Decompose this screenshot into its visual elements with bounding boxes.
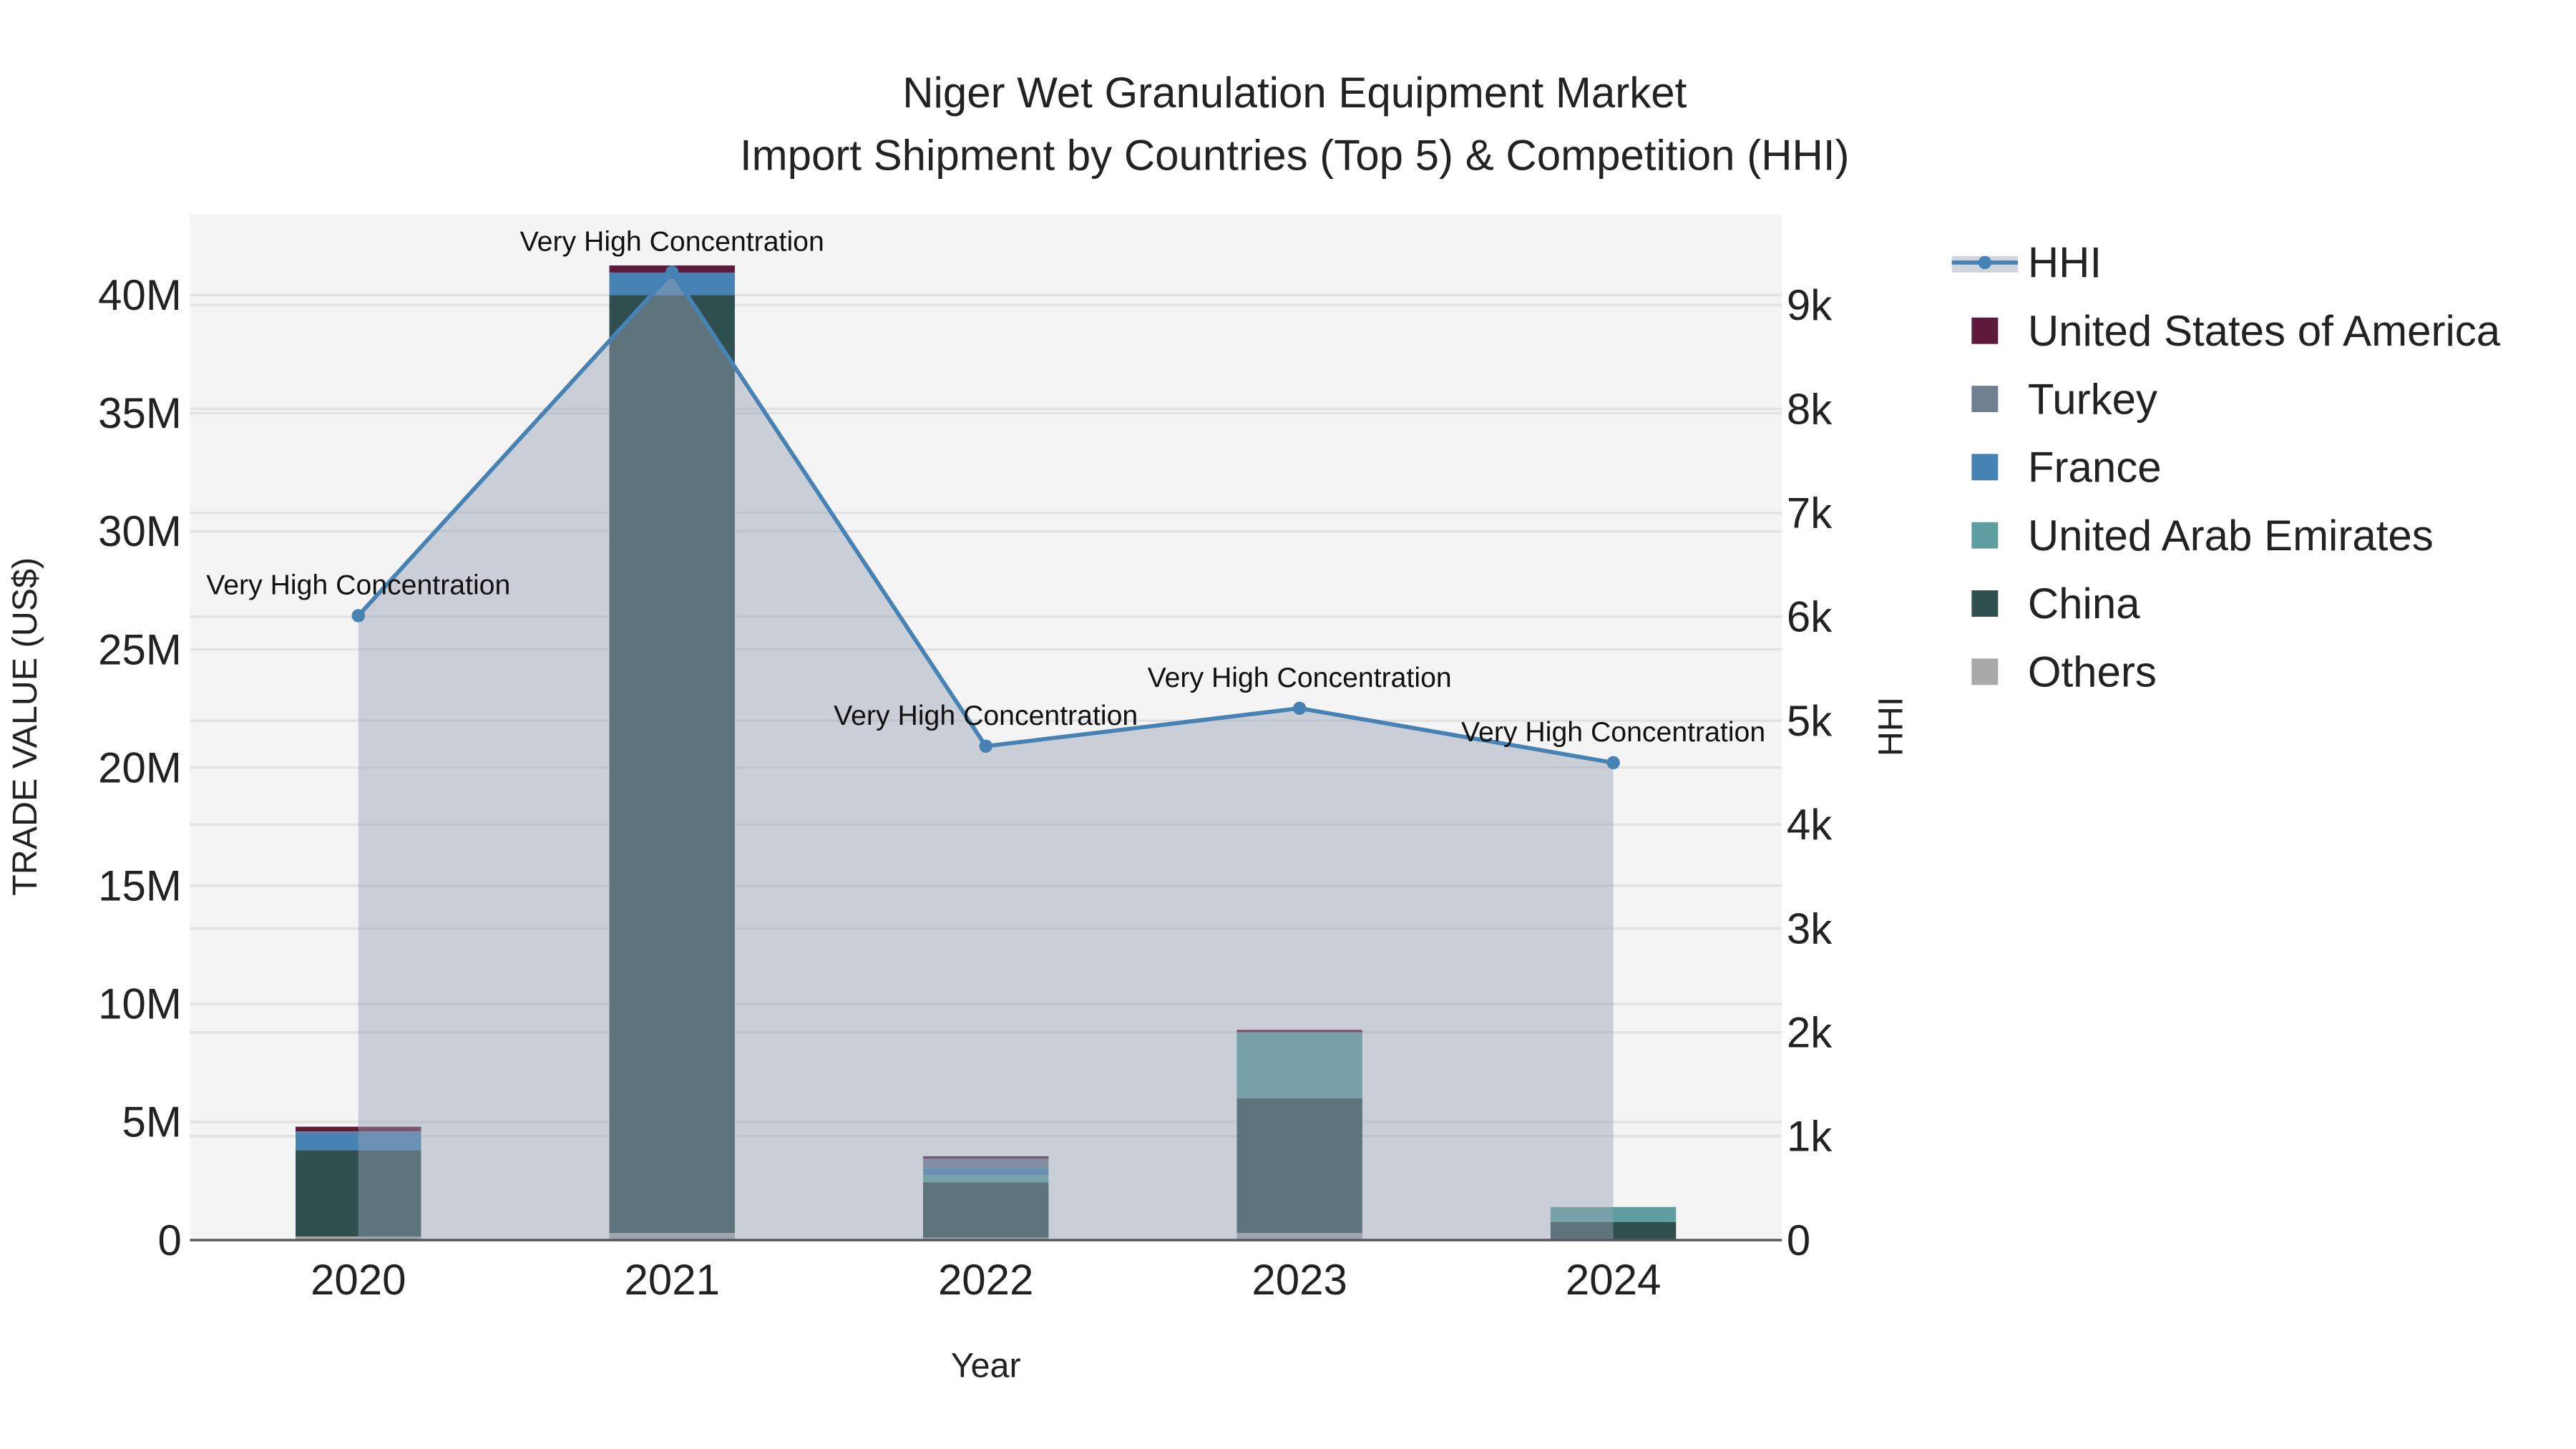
chart-subtitle: Import Shipment by Countries (Top 5) & C… xyxy=(740,132,1850,180)
y-tick-label: 40M xyxy=(98,271,182,319)
bar-united-states-of-america-2020 xyxy=(296,1126,421,1132)
hhi-point-2021 xyxy=(665,265,679,279)
bar-china-2020 xyxy=(296,1150,421,1237)
bar-france-2020 xyxy=(296,1132,421,1151)
hhi-area xyxy=(358,272,1614,1241)
legend-swatch-united-states-of-america xyxy=(1971,317,1999,344)
hhi-point-2023 xyxy=(1292,701,1307,716)
chart-title: Niger Wet Granulation Equipment Market xyxy=(902,69,1687,117)
bar-others-2021 xyxy=(609,1233,735,1241)
y2-tick-label: 7k xyxy=(1787,489,1833,537)
x-tick-label: 2022 xyxy=(938,1256,1033,1304)
y-tick-label: 15M xyxy=(98,862,182,910)
y2-tick-label: 3k xyxy=(1787,904,1833,952)
legend: HHI United States of America Turkey France U… xyxy=(1951,239,2501,696)
legend-label: Turkey xyxy=(2028,375,2157,423)
y-tick-label: 20M xyxy=(98,743,182,791)
legend-label: United States of America xyxy=(2028,307,2501,355)
hhi-annotation: Very High Concentration xyxy=(834,700,1138,731)
legend-swatch-france xyxy=(1971,454,1999,481)
y2-tick-label: 1k xyxy=(1787,1113,1833,1161)
y-tick-label: 10M xyxy=(98,980,182,1028)
bar-others-2020 xyxy=(296,1236,421,1241)
bar-united-states-of-america-2023 xyxy=(1236,1030,1362,1033)
hhi-annotation: Very High Concentration xyxy=(520,225,824,257)
legend-label: China xyxy=(2028,580,2140,628)
bar-france-2022 xyxy=(923,1168,1049,1176)
legend-hhi-marker-icon xyxy=(1978,255,1992,270)
bar-china-2021 xyxy=(609,295,735,1234)
bar-china-2023 xyxy=(1236,1098,1362,1234)
y2-tick-label: 0 xyxy=(1787,1216,1810,1264)
y-tick-label: 0 xyxy=(157,1216,181,1264)
y-tick-label: 35M xyxy=(98,389,182,437)
y2-tick-label: 4k xyxy=(1787,801,1833,849)
bar-china-2024 xyxy=(1550,1221,1677,1239)
y2-tick-label: 6k xyxy=(1787,593,1833,641)
hhi-annotation: Very High Concentration xyxy=(206,569,510,600)
y-tick-label: 30M xyxy=(98,507,182,555)
x-axis-label: Year xyxy=(951,1347,1021,1385)
bar-united-states-of-america-2022 xyxy=(923,1156,1049,1159)
y2-tick-label: 9k xyxy=(1787,281,1833,329)
hhi-point-2020 xyxy=(351,609,365,623)
hhi-point-2024 xyxy=(1606,756,1620,770)
legend-swatch-others xyxy=(1971,658,1999,686)
bar-united-arab-emirates-2024 xyxy=(1550,1206,1677,1222)
y2-tick-label: 8k xyxy=(1787,385,1833,433)
legend-label: United Arab Emirates xyxy=(2028,512,2434,560)
hhi-annotation: Very High Concentration xyxy=(1461,716,1765,748)
legend-swatch-china xyxy=(1971,590,1999,617)
legend-swatch-turkey xyxy=(1971,386,1999,412)
plot-area xyxy=(190,215,1782,1241)
y-axis-label: TRADE VALUE (US$) xyxy=(6,557,44,896)
y2-axis-label: HHI xyxy=(1871,697,1910,756)
legend-label: Others xyxy=(2028,648,2157,696)
y2-tick-label: 5k xyxy=(1787,697,1833,745)
bar-china-2022 xyxy=(923,1182,1049,1238)
bar-turkey-2020 xyxy=(296,1131,421,1133)
x-tick-label: 2024 xyxy=(1566,1256,1661,1304)
bar-others-2023 xyxy=(1236,1233,1362,1241)
legend-label: HHI xyxy=(2028,239,2102,287)
y-tick-label: 25M xyxy=(98,625,182,673)
legend-swatch-united-arab-emirates xyxy=(1971,522,1999,549)
x-tick-label: 2020 xyxy=(311,1256,406,1304)
bar-turkey-2022 xyxy=(923,1158,1049,1169)
hhi-point-2022 xyxy=(979,739,992,753)
hhi-annotation: Very High Concentration xyxy=(1148,662,1452,693)
bar-united-arab-emirates-2023 xyxy=(1236,1032,1362,1098)
x-tick-label: 2023 xyxy=(1252,1256,1347,1304)
bar-united-arab-emirates-2022 xyxy=(923,1175,1049,1183)
y-tick-label: 5M xyxy=(122,1098,181,1146)
legend-label: France xyxy=(2028,444,2162,492)
y2-tick-label: 2k xyxy=(1787,1008,1833,1056)
x-tick-label: 2021 xyxy=(624,1256,719,1304)
